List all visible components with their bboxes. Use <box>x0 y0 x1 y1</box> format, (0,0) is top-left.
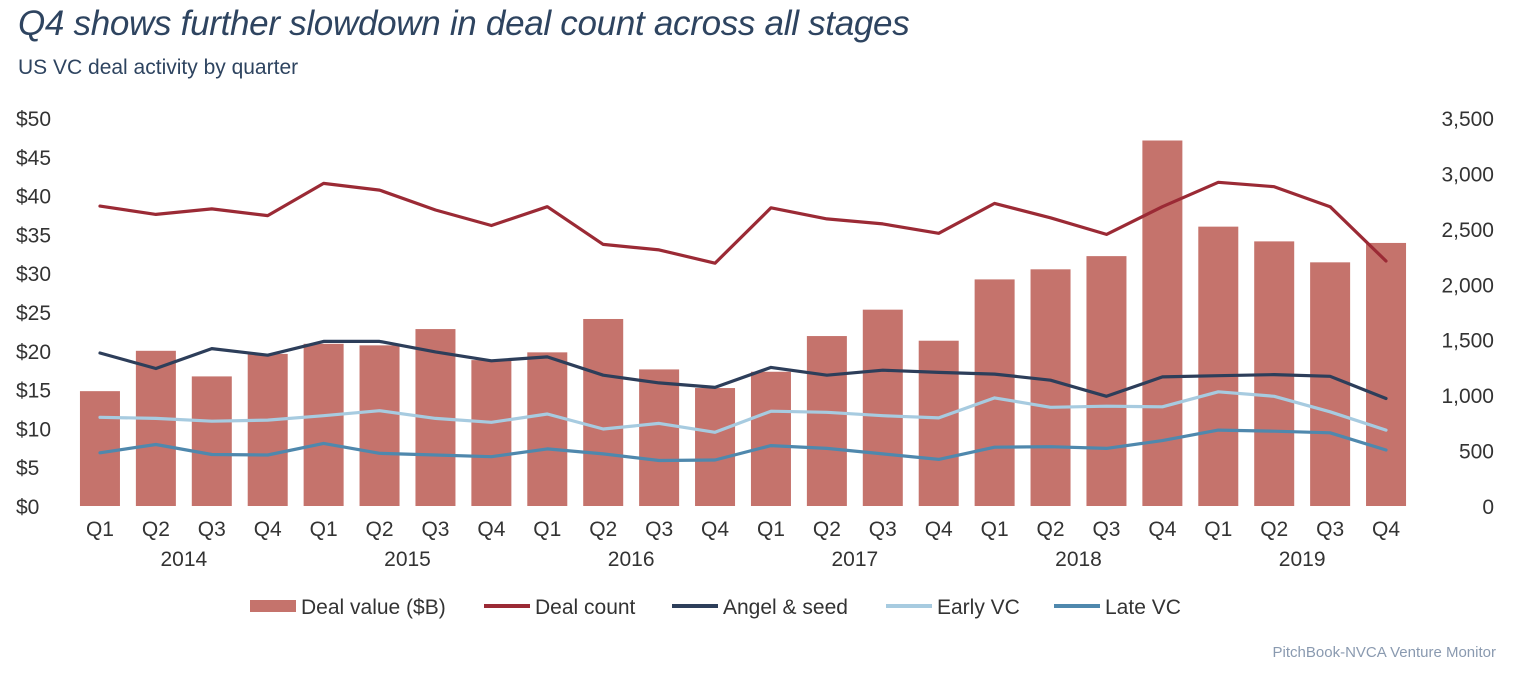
x-axis-tick-label: Q3 <box>1092 518 1120 541</box>
x-axis-tick-label: Q2 <box>1260 518 1288 541</box>
x-axis-tick-label: Q4 <box>925 518 953 541</box>
deal-value-bar <box>639 369 680 506</box>
x-axis-tick-label: Q2 <box>142 518 170 541</box>
left-axis-tick-label: $0 <box>16 496 39 519</box>
x-axis-year-labels: 2014 2015 2016 2017 2018 2019 <box>160 548 1325 571</box>
deal-value-bar <box>527 352 568 506</box>
right-axis-tick-label: 500 <box>1459 441 1494 464</box>
deal-value-bar <box>1142 140 1183 506</box>
x-axis-tick-label: Q2 <box>366 518 394 541</box>
deal-value-bar <box>1366 242 1407 506</box>
chart-subtitle: US VC deal activity by quarter <box>18 56 299 79</box>
deal-value-bar <box>1086 256 1127 506</box>
x-axis-tick-label: Q4 <box>701 518 729 541</box>
x-axis-tick-label: Q1 <box>757 518 785 541</box>
legend-item: Deal value ($B) <box>250 596 446 619</box>
left-axis-tick-label: $10 <box>16 418 51 441</box>
legend-label: Early VC <box>937 596 1020 619</box>
left-axis-tick-label: $35 <box>16 224 51 247</box>
deal-value-bar <box>750 371 791 506</box>
legend: Deal value ($B) Deal count Angel & seed Ear… <box>250 596 1181 619</box>
x-axis-tick-label: Q2 <box>589 518 617 541</box>
x-axis-tick-label: Q3 <box>198 518 226 541</box>
late-vc-line <box>98 428 1388 463</box>
chart-title: Q4 shows further slowdown in deal count … <box>18 4 910 43</box>
left-axis-tick-label: $30 <box>16 263 51 286</box>
x-axis-tick-label: Q3 <box>1316 518 1344 541</box>
x-axis-tick-label: Q2 <box>813 518 841 541</box>
right-axis-tick-label: 0 <box>1482 496 1494 519</box>
x-axis-year-label: 2015 <box>384 548 431 571</box>
x-axis-tick-label: Q3 <box>645 518 673 541</box>
deal-value-bar <box>1198 226 1239 506</box>
deal-value-bar <box>583 318 624 506</box>
x-axis-tick-label: Q2 <box>1037 518 1065 541</box>
x-axis-tick-label: Q4 <box>1148 518 1176 541</box>
early-vc-line <box>98 390 1388 434</box>
x-axis-tick-label: Q1 <box>533 518 561 541</box>
legend-label: Late VC <box>1105 596 1181 619</box>
legend-label: Deal count <box>535 596 636 619</box>
deal-value-bar <box>247 353 288 506</box>
legend-item: Deal count <box>484 596 636 619</box>
x-axis-tick-label: Q1 <box>1204 518 1232 541</box>
x-axis-tick-label: Q3 <box>421 518 449 541</box>
right-axis-tick-label: 1,000 <box>1441 385 1494 408</box>
source-note: PitchBook-NVCA Venture Monitor <box>1272 644 1496 661</box>
x-axis-year-label: 2019 <box>1279 548 1326 571</box>
left-axis-tick-label: $25 <box>16 302 51 325</box>
x-axis-year-label: 2014 <box>160 548 207 571</box>
legend-item: Angel & seed <box>672 596 848 619</box>
x-axis-tick-label: Q4 <box>477 518 505 541</box>
right-axis-tick-label: 3,500 <box>1441 108 1494 131</box>
x-axis-tick-label: Q1 <box>86 518 114 541</box>
deal-value-bar <box>1030 269 1071 506</box>
deal-value-bar <box>1310 262 1351 506</box>
right-axis-tick-label: 2,500 <box>1441 219 1494 242</box>
left-axis-tick-label: $50 <box>16 108 51 131</box>
left-axis-tick-label: $5 <box>16 457 39 480</box>
deal-value-bar <box>191 376 232 506</box>
deal-value-bar <box>918 340 959 506</box>
x-axis-tick-label: Q1 <box>981 518 1009 541</box>
deal-value-bar <box>862 309 903 506</box>
x-axis-tick-label: Q4 <box>254 518 282 541</box>
right-axis-tick-label: 2,000 <box>1441 274 1494 297</box>
deal-value-bar <box>806 336 847 506</box>
left-axis-tick-label: $20 <box>16 341 51 364</box>
left-axis-ticks: $0 $5 $10 $15 $20 $25 $30 $35 $40 $45 $50 <box>16 108 51 519</box>
deal-value-bar <box>135 350 176 506</box>
deal-value-bar <box>471 360 512 506</box>
x-axis-year-label: 2017 <box>831 548 878 571</box>
x-axis-tick-label: Q1 <box>310 518 338 541</box>
x-axis-tick-label: Q3 <box>869 518 897 541</box>
deal-value-bar <box>79 391 120 506</box>
right-axis-ticks: 0 500 1,000 1,500 2,000 2,500 3,000 3,500 <box>1441 108 1494 519</box>
legend-swatch <box>250 600 296 612</box>
deal-value-bar <box>359 345 400 506</box>
x-axis-tick-label: Q4 <box>1372 518 1400 541</box>
legend-label: Deal value ($B) <box>301 596 446 619</box>
deal-value-bars <box>79 140 1407 506</box>
angel-seed-line <box>98 339 1388 401</box>
x-axis-ticks: Q1 Q2 Q3 Q4 Q1 Q2 Q3 Q4 Q1 Q2 Q3 Q4 Q1 Q2 Q3 Q4 Q1 Q2 Q3 Q4… <box>86 518 1400 541</box>
left-axis-tick-label: $45 <box>16 147 51 170</box>
deal-value-bar <box>303 343 344 506</box>
series-lines <box>98 180 1388 463</box>
deal-count-line <box>98 180 1388 265</box>
legend-label: Angel & seed <box>723 596 848 619</box>
x-axis-year-label: 2016 <box>608 548 655 571</box>
legend-item: Late VC <box>1054 596 1181 619</box>
x-axis-year-label: 2018 <box>1055 548 1102 571</box>
left-axis-tick-label: $15 <box>16 380 51 403</box>
right-axis-tick-label: 3,000 <box>1441 163 1494 186</box>
deal-value-bar <box>974 279 1015 506</box>
legend-item: Early VC <box>886 596 1020 619</box>
deal-value-bar <box>695 388 736 506</box>
left-axis-tick-label: $40 <box>16 186 51 209</box>
right-axis-tick-label: 1,500 <box>1441 330 1494 353</box>
